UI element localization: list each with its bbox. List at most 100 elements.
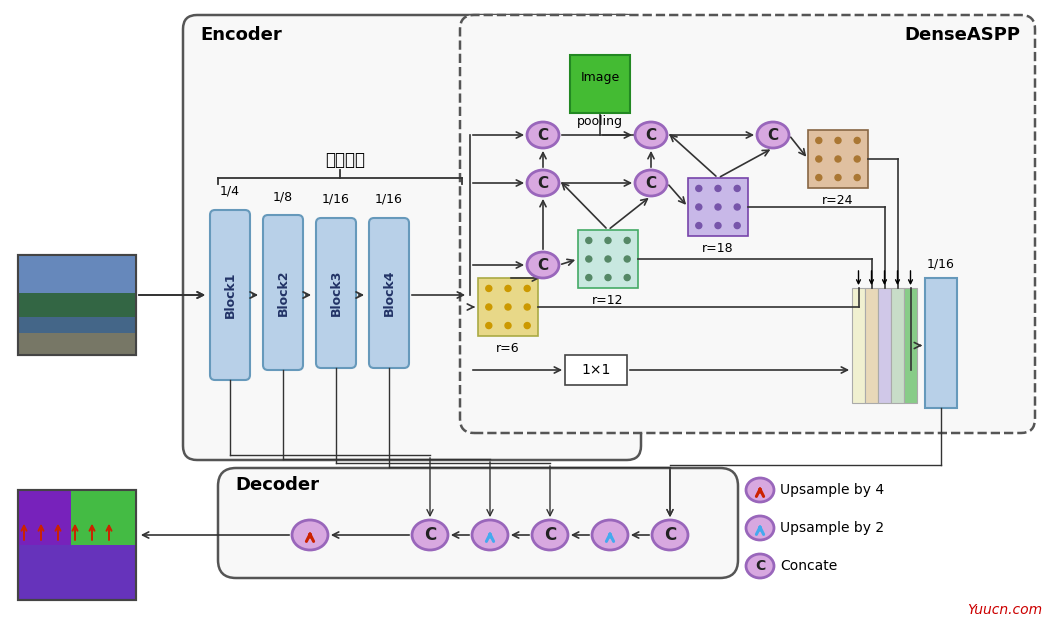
Bar [891,288,904,403]
Bar [18,255,136,355]
Ellipse shape [592,520,628,550]
Text: DenseASPP: DenseASPP [904,26,1020,44]
Bar [18,293,136,317]
Circle shape [586,256,591,262]
Bar [904,288,917,403]
Ellipse shape [412,520,448,550]
Text: r=24: r=24 [823,193,853,207]
Circle shape [505,285,511,292]
Bar [808,130,868,188]
Text: Upsample by 2: Upsample by 2 [780,521,884,535]
Text: r=18: r=18 [702,241,734,255]
Text: C: C [645,127,657,142]
Bar [18,255,136,355]
Circle shape [696,204,702,210]
Circle shape [715,204,721,210]
Ellipse shape [746,516,774,540]
Bar [925,278,957,408]
Ellipse shape [527,170,559,196]
Text: 1/16: 1/16 [322,193,350,206]
Circle shape [586,238,591,243]
Circle shape [605,275,611,280]
Text: 1×1: 1×1 [581,363,610,377]
Circle shape [624,238,630,243]
Text: Block1: Block1 [224,272,237,318]
Bar [852,288,865,403]
Circle shape [715,222,721,229]
Text: r=12: r=12 [592,294,624,307]
Text: C: C [538,127,548,142]
Text: C: C [768,127,778,142]
Ellipse shape [472,520,508,550]
Text: C: C [645,176,657,190]
Ellipse shape [746,478,774,502]
Bar [18,490,136,600]
Circle shape [715,185,721,192]
FancyBboxPatch shape [263,215,303,370]
Circle shape [486,323,492,329]
Text: 主干网络: 主干网络 [325,151,365,169]
Ellipse shape [293,520,328,550]
Bar [478,278,538,336]
Bar [689,178,748,236]
FancyBboxPatch shape [218,468,738,578]
FancyBboxPatch shape [316,218,356,368]
Circle shape [696,185,702,192]
Circle shape [505,323,511,329]
Text: 1/4: 1/4 [220,185,240,198]
Circle shape [505,304,511,310]
Circle shape [816,156,822,162]
Text: Block2: Block2 [277,269,289,316]
Text: Concate: Concate [780,559,837,573]
Text: 1/8: 1/8 [272,190,294,203]
Ellipse shape [527,252,559,278]
FancyBboxPatch shape [210,210,250,380]
Text: C: C [538,258,548,273]
Circle shape [734,185,740,192]
Ellipse shape [652,520,689,550]
Circle shape [624,256,630,262]
Text: C: C [664,526,676,544]
Circle shape [524,323,530,329]
Ellipse shape [635,170,667,196]
Ellipse shape [635,122,667,148]
Bar [18,490,136,600]
Text: Block3: Block3 [329,270,342,316]
Circle shape [605,238,611,243]
Text: Yuucn.com: Yuucn.com [967,603,1042,617]
Text: Block4: Block4 [382,270,396,316]
Circle shape [854,175,861,181]
Bar [18,490,71,545]
Text: Image: Image [581,71,620,84]
Text: r=6: r=6 [496,341,520,355]
FancyBboxPatch shape [460,15,1035,433]
Text: C: C [538,176,548,190]
Circle shape [835,137,841,144]
Ellipse shape [757,122,789,148]
Ellipse shape [532,520,568,550]
Circle shape [734,204,740,210]
Bar [18,490,136,545]
Text: Decoder: Decoder [235,476,319,494]
Circle shape [486,304,492,310]
Bar [570,55,630,113]
Circle shape [835,175,841,181]
Ellipse shape [746,554,774,578]
Bar [71,490,136,545]
Bar [565,355,627,385]
Text: 1/16: 1/16 [375,193,403,206]
Circle shape [816,137,822,144]
Bar [878,288,891,403]
Circle shape [696,222,702,229]
Text: C: C [544,526,557,544]
Bar [18,255,136,293]
Circle shape [835,156,841,162]
Ellipse shape [527,122,559,148]
Bar [865,288,878,403]
Circle shape [734,222,740,229]
Bar [578,230,638,288]
FancyBboxPatch shape [183,15,641,460]
Text: pooling: pooling [577,115,623,127]
FancyBboxPatch shape [369,218,409,368]
Text: 1/16: 1/16 [927,258,955,270]
